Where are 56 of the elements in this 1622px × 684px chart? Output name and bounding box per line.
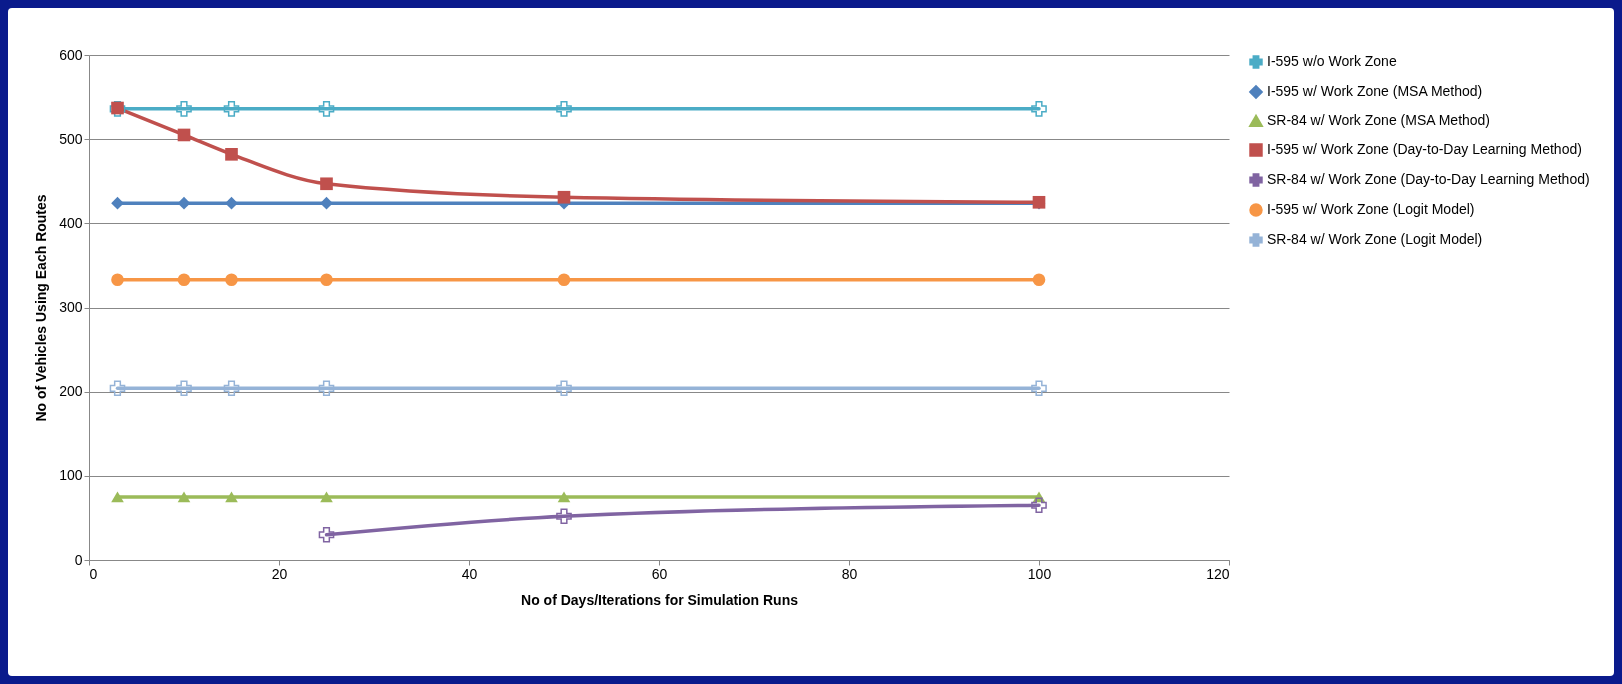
y-tick-label: 300 (59, 299, 83, 315)
x-tick-label: 120 (1206, 565, 1230, 582)
point (111, 273, 124, 287)
point (223, 380, 240, 397)
point (320, 491, 333, 503)
point (320, 177, 333, 191)
point (556, 101, 572, 117)
point (1031, 497, 1047, 514)
point (1031, 380, 1047, 397)
point (177, 128, 191, 142)
x-axis-title: No of Days/Iterations for Simulation Runs (521, 591, 799, 608)
point (225, 147, 238, 161)
point (109, 380, 126, 397)
x-tick-label: 0 (89, 565, 98, 582)
point (318, 380, 335, 397)
point (318, 526, 335, 543)
legend-label: I-595 w/ Work Zone (Day-to-Day Learning Method) (1267, 141, 1582, 157)
legend-label: I-595 w/o Work Zone (1267, 53, 1397, 69)
point (177, 273, 191, 287)
y-tick-label: 600 (59, 46, 83, 63)
point (225, 491, 238, 503)
y-tick-label: 500 (59, 130, 83, 147)
y-axis-title: No of Vehicles Using Each Routes (33, 194, 50, 422)
x-tick-label: 60 (651, 565, 668, 582)
y-tick-label: 400 (59, 214, 83, 231)
point (1031, 101, 1047, 117)
point (556, 508, 572, 525)
point (320, 196, 333, 210)
point (111, 491, 124, 503)
y-tick-label: 200 (59, 383, 83, 400)
legend-label: SR-84 w/ Work Zone (Day-to-Day Learning Method) (1267, 171, 1590, 187)
point (225, 196, 238, 210)
point (1032, 273, 1046, 287)
point (111, 196, 124, 210)
y-tick-label: 100 (59, 467, 83, 484)
legend-label: SR-84 w/ Work Zone (MSA Method) (1267, 112, 1491, 128)
point (176, 380, 192, 397)
y-tick-label: 0 (74, 551, 83, 568)
point (225, 273, 238, 287)
x-tick-label: 40 (461, 565, 478, 582)
x-tick-label: 20 (271, 565, 288, 582)
point (223, 101, 240, 117)
x-tick-label: 100 (1027, 565, 1052, 582)
point (320, 273, 333, 287)
point (177, 491, 191, 503)
point (176, 101, 192, 117)
point (318, 101, 335, 117)
legend-label: I-595 w/ Work Zone (MSA Method) (1267, 83, 1483, 99)
point (557, 190, 571, 204)
point (177, 196, 191, 210)
legend-label: I-595 w/ Work Zone (Logit Model) (1267, 201, 1475, 217)
x-tick-label: 80 (841, 565, 858, 582)
point (556, 380, 572, 397)
point (557, 273, 571, 287)
point (557, 491, 571, 503)
legend-label: SR-84 w/ Work Zone (Logit Model) (1267, 231, 1483, 247)
